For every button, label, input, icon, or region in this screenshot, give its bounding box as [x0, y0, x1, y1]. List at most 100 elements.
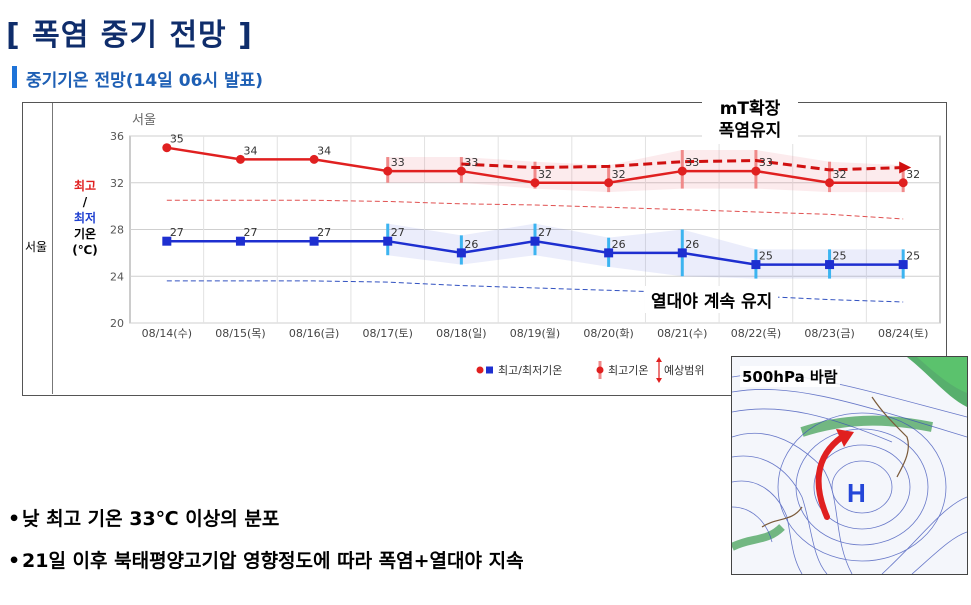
- max-temp-label: 33: [685, 156, 699, 169]
- min-temp-point: [530, 236, 540, 246]
- x-tick-label: 08/18(일): [436, 326, 486, 340]
- legend-range-marker: [596, 366, 604, 374]
- max-temp-label: 33: [759, 156, 773, 169]
- min-temp-point: [456, 248, 466, 258]
- max-temp-point: [456, 166, 466, 176]
- temperature-chart: 20 24 28 32 36 서울 08/14(수) 08/15(목) 08/16(금) 08/1…: [110, 113, 941, 383]
- max-temp-point: [604, 178, 614, 188]
- y-axis-label-line2: 기온: [73, 227, 97, 241]
- bullet-item: •21일 이후 북태평양고기압 영향정도에 따라 폭염+열대야 지속: [8, 540, 524, 582]
- max-temp-label: 34: [317, 144, 331, 157]
- region-side-label: 서울: [25, 240, 48, 254]
- y-tick-label: 28: [110, 224, 124, 237]
- min-temp-label: 27: [538, 226, 552, 239]
- max-temp-point: [162, 143, 172, 153]
- max-temp-label: 32: [833, 168, 847, 181]
- max-temp-label: 32: [538, 168, 552, 181]
- mt-note-line2: 폭염유지: [718, 121, 782, 141]
- trend-arrow-head: [899, 161, 912, 174]
- normal-max-line: [166, 199, 904, 220]
- min-temp-label: 27: [243, 226, 257, 239]
- min-temp-point: [825, 260, 835, 270]
- x-tick-label: 08/15(목): [215, 327, 265, 340]
- wind-map-label: 500hPa 바람: [740, 366, 840, 387]
- y-axis-label-min: 최저: [73, 211, 97, 225]
- high-pressure-label: H: [847, 478, 866, 508]
- y-axis-label-slash: /: [82, 195, 88, 209]
- max-temp-point: [825, 178, 835, 188]
- max-temp-label: 32: [906, 168, 920, 181]
- x-tick-label: 08/16(금): [289, 327, 339, 340]
- x-tick-label: 08/24(토): [878, 327, 928, 340]
- tropical-night-note: 열대야 계속 유지: [645, 286, 779, 313]
- bullet-dot-icon: •: [8, 508, 21, 530]
- min-temp-point: [898, 260, 908, 270]
- min-temp-label: 25: [906, 250, 920, 263]
- min-temp-label: 25: [833, 250, 847, 263]
- max-temp-label: 33: [391, 156, 405, 169]
- y-axis-label-unit: (℃): [72, 243, 98, 257]
- min-temp-point: [309, 236, 319, 246]
- bullet-text: 낮 최고 기온 33℃ 이상의 분포: [22, 508, 280, 530]
- frame-divider: [52, 103, 53, 394]
- chart-subtitle: 중기기온 전망(14일 06시 발표): [26, 71, 264, 91]
- normal-min-line: [166, 280, 904, 303]
- min-temp-label: 26: [685, 238, 699, 251]
- wind-map-image: H: [732, 357, 967, 574]
- min-temp-point: [162, 236, 172, 246]
- min-temp-label: 27: [170, 226, 184, 239]
- trend-arrow-line: [461, 159, 904, 172]
- y-tick-label: 20: [110, 317, 124, 330]
- wind-map-inset: H: [731, 356, 968, 575]
- x-tick-label: 08/22(목): [731, 327, 781, 340]
- max-temp-label: 34: [243, 144, 257, 157]
- max-range-band: [387, 150, 904, 193]
- min-temp-label: 27: [317, 226, 331, 239]
- max-temp-point: [751, 166, 761, 176]
- min-temp-point: [383, 236, 393, 246]
- min-temp-point: [235, 236, 245, 246]
- y-axis-label-max: 최고: [73, 179, 97, 193]
- max-temp-point: [677, 166, 687, 176]
- subtitle-accent-bar: [12, 66, 17, 88]
- x-tick-label: 08/14(수): [142, 327, 192, 340]
- min-temp-point: [751, 260, 761, 270]
- min-temp-label: 25: [759, 250, 773, 263]
- max-temp-label: 33: [464, 156, 478, 169]
- max-temp-label: 32: [612, 168, 626, 181]
- bullet-text: 21일 이후 북태평양고기압 영향정도에 따라 폭염+열대야 지속: [22, 550, 524, 572]
- chart-title: 서울: [132, 113, 156, 128]
- bullet-list: •낮 최고 기온 33℃ 이상의 분포 •21일 이후 북태평양고기압 영향정도…: [8, 498, 524, 582]
- x-tick-label: 08/23(금): [804, 327, 854, 340]
- max-temp-point: [898, 178, 908, 188]
- x-tick-label: 08/17(토): [363, 327, 413, 340]
- x-tick-label: 08/20(화): [583, 327, 633, 340]
- mt-expansion-note: mT확장 폭염유지: [702, 96, 798, 144]
- y-axis-label: 최고 / 최저 기온 (℃): [63, 178, 107, 258]
- y-tick-label: 36: [110, 130, 124, 143]
- max-temp-point: [530, 178, 540, 188]
- legend-label: 예상범위: [664, 364, 704, 377]
- min-temp-label: 26: [612, 238, 626, 251]
- legend-min-marker: [486, 366, 493, 374]
- bullet-item: •낮 최고 기온 33℃ 이상의 분포: [8, 498, 524, 540]
- x-tick-label: 08/21(수): [657, 327, 707, 340]
- y-tick-label: 24: [110, 270, 124, 283]
- legend-arrow-up: [656, 357, 662, 362]
- min-temp-point: [604, 248, 614, 258]
- bullet-dot-icon: •: [8, 550, 21, 572]
- mt-note-line1: mT확장: [719, 99, 781, 119]
- y-tick-label: 32: [110, 177, 124, 190]
- min-temp-label: 27: [391, 226, 405, 239]
- x-tick-label: 08/19(월): [510, 327, 560, 340]
- max-temp-label: 35: [170, 133, 184, 146]
- max-temp-point: [309, 154, 319, 164]
- legend-label: 최고/최저기온: [498, 364, 562, 377]
- max-temp-point: [235, 154, 245, 164]
- legend-label: 최고기온: [608, 364, 648, 377]
- page-title: [ 폭염 중기 전망 ]: [6, 18, 253, 53]
- legend-max-marker: [476, 366, 484, 374]
- max-temp-point: [383, 166, 393, 176]
- min-temp-point: [677, 248, 687, 258]
- legend-arrow-down: [656, 378, 662, 383]
